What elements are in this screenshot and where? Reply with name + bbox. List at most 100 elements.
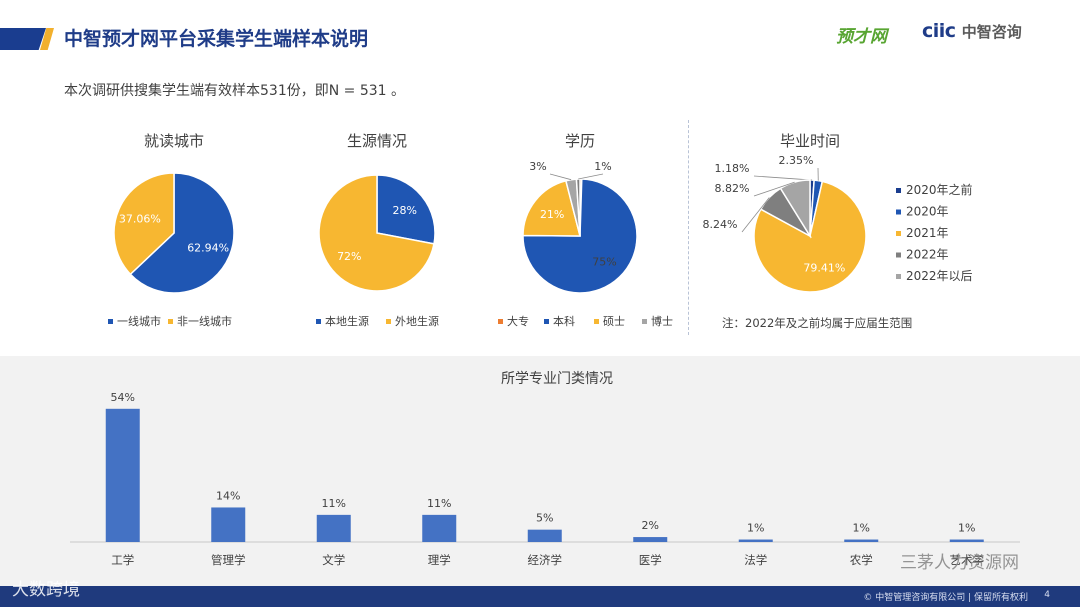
sample-description: 本次调研供搜集学生端有效样本531份，即N = 531 。 xyxy=(64,83,405,99)
pie-data-label: 8.24% xyxy=(703,218,738,231)
footer-copyright: © 中智管理咨询有限公司 | 保留所有权利 xyxy=(863,593,1028,603)
legend-swatch xyxy=(896,252,901,258)
pie-data-label: 2.35% xyxy=(779,154,814,167)
legend-label: 本科 xyxy=(553,314,575,328)
pie-1: 生源情况 28% 72% 本地生源 外地生源 xyxy=(316,132,439,328)
bar-农学 xyxy=(844,539,879,542)
pie-title: 就读城市 xyxy=(144,132,204,150)
bar-category-label: 管理学 xyxy=(211,553,246,567)
legend-label: 2022年以后 xyxy=(906,269,973,283)
bar-category-label: 医学 xyxy=(639,553,662,567)
pie-charts: 就读城市 62.94% 37.06% 一线城市 非一线城市 生源情况 28% 72% 本地生源 外… xyxy=(108,132,973,330)
pie-data-label: 1.18% xyxy=(715,162,750,175)
legend-label: 外地生源 xyxy=(395,314,439,328)
ciic-logo-name: 中智咨询 xyxy=(961,23,1022,41)
bar-category-label: 法学 xyxy=(744,553,767,567)
bar-category-label: 文学 xyxy=(322,553,345,567)
legend-swatch xyxy=(108,319,113,324)
bar-value-label: 54% xyxy=(111,391,135,404)
section-divider xyxy=(688,120,689,335)
major-chart-panel xyxy=(0,356,1080,586)
bar-法学 xyxy=(738,539,773,542)
ciic-logo-mark: ciic xyxy=(922,20,956,42)
watermark-right: 三茅人力资源网 xyxy=(900,553,1019,573)
legend-swatch xyxy=(896,231,901,236)
pie-0: 就读城市 62.94% 37.06% 一线城市 非一线城市 xyxy=(108,132,235,328)
bar-value-label: 11% xyxy=(427,497,451,510)
legend-swatch xyxy=(316,319,321,324)
pie-leader-line xyxy=(753,181,795,197)
legend-label: 硕士 xyxy=(603,315,625,328)
legend-swatch xyxy=(896,274,901,279)
bar-value-label: 1% xyxy=(747,522,764,535)
pie-data-label: 3% xyxy=(529,160,546,173)
legend-swatch xyxy=(386,319,391,324)
legend-swatch xyxy=(168,319,173,324)
legend-label: 一线城市 xyxy=(117,314,161,328)
bar-艺术学 xyxy=(949,539,984,542)
pie-data-label: 1% xyxy=(594,160,611,173)
legend-swatch xyxy=(642,319,647,324)
bar-category-label: 艺术学 xyxy=(950,553,985,567)
pie-title: 生源情况 xyxy=(347,132,407,150)
page-number: 4 xyxy=(1044,590,1050,600)
legend-label: 2022年 xyxy=(906,248,949,262)
bar-value-label: 1% xyxy=(853,522,870,535)
bar-工学 xyxy=(105,408,140,542)
footer-bar xyxy=(0,586,1080,607)
bar-经济学 xyxy=(527,529,562,542)
watermark-left: 大数跨境 xyxy=(12,580,80,600)
bar-chart-title: 所学专业门类情况 xyxy=(501,371,613,387)
pie-slice-外地生源 xyxy=(318,174,435,292)
legend-label: 2020年之前 xyxy=(906,182,973,197)
pie-slice-本科 xyxy=(522,178,638,294)
page-title: 中智预才网平台采集学生端样本说明 xyxy=(64,28,369,50)
major-bar-chart: 所学专业门类情况 54% 工学 14% 管理学 11% 文学 11% 理学 5% 经济学 2% 医学 1%… xyxy=(70,371,1020,567)
bar-医学 xyxy=(633,537,668,542)
pie-data-label: 79.41% xyxy=(803,262,845,275)
bar-category-label: 工学 xyxy=(111,553,134,567)
bar-文学 xyxy=(316,514,351,542)
pie-title: 毕业时间 xyxy=(780,132,840,150)
bar-value-label: 2% xyxy=(642,519,659,532)
pie-data-label: 75% xyxy=(592,255,616,268)
pie-data-label: 21% xyxy=(540,208,564,221)
yucaiwang-logo: 预才网 xyxy=(836,27,887,47)
bar-value-label: 11% xyxy=(322,497,346,510)
bar-category-label: 理学 xyxy=(428,553,451,567)
bar-category-label: 农学 xyxy=(850,553,873,567)
legend-swatch xyxy=(896,188,901,193)
bar-value-label: 5% xyxy=(536,512,553,525)
pie-data-label: 28% xyxy=(392,204,416,217)
pie-leader-line xyxy=(741,197,770,233)
ciic-logo: ciic 中智咨询 xyxy=(922,20,1022,42)
pie-data-label: 37.06% xyxy=(119,212,161,225)
pie-leader-line xyxy=(549,173,572,181)
legend-label: 2020年 xyxy=(906,205,949,219)
bar-管理学 xyxy=(211,507,246,542)
pie-title: 学历 xyxy=(565,132,595,150)
legend-label: 本地生源 xyxy=(325,314,369,328)
legend-swatch xyxy=(896,209,901,215)
bar-value-label: 14% xyxy=(216,489,240,502)
pie-slice-硕士 xyxy=(522,179,581,237)
pie-slice-非一线城市 xyxy=(113,172,175,276)
legend-swatch xyxy=(544,319,549,324)
legend-label: 非一线城市 xyxy=(177,314,232,328)
pie-data-label: 8.82% xyxy=(715,182,750,195)
pie-3: 毕业时间 1.18% 2.35% 79.41% 8.24% 8.82% 2020年之前 202… xyxy=(703,132,973,330)
legend-swatch xyxy=(498,319,503,324)
bar-理学 xyxy=(422,514,457,542)
pie-data-label: 62.94% xyxy=(187,242,229,255)
legend-label: 2021年 xyxy=(906,226,949,240)
legend-label: 大专 xyxy=(507,314,529,328)
graduation-note: 注：2022年及之前均属于应届生范围 xyxy=(722,316,912,330)
pie-leader-line xyxy=(578,173,604,180)
pie-2: 学历 75% 21% 3% 1% 大专 本科 硕士 博士 xyxy=(498,132,673,328)
header-accent-bar xyxy=(0,28,46,50)
pie-slice-一线城市 xyxy=(129,172,235,294)
legend-label: 博士 xyxy=(651,315,673,328)
bar-category-label: 经济学 xyxy=(528,553,563,567)
legend-swatch xyxy=(594,319,599,324)
bar-value-label: 1% xyxy=(958,522,975,535)
